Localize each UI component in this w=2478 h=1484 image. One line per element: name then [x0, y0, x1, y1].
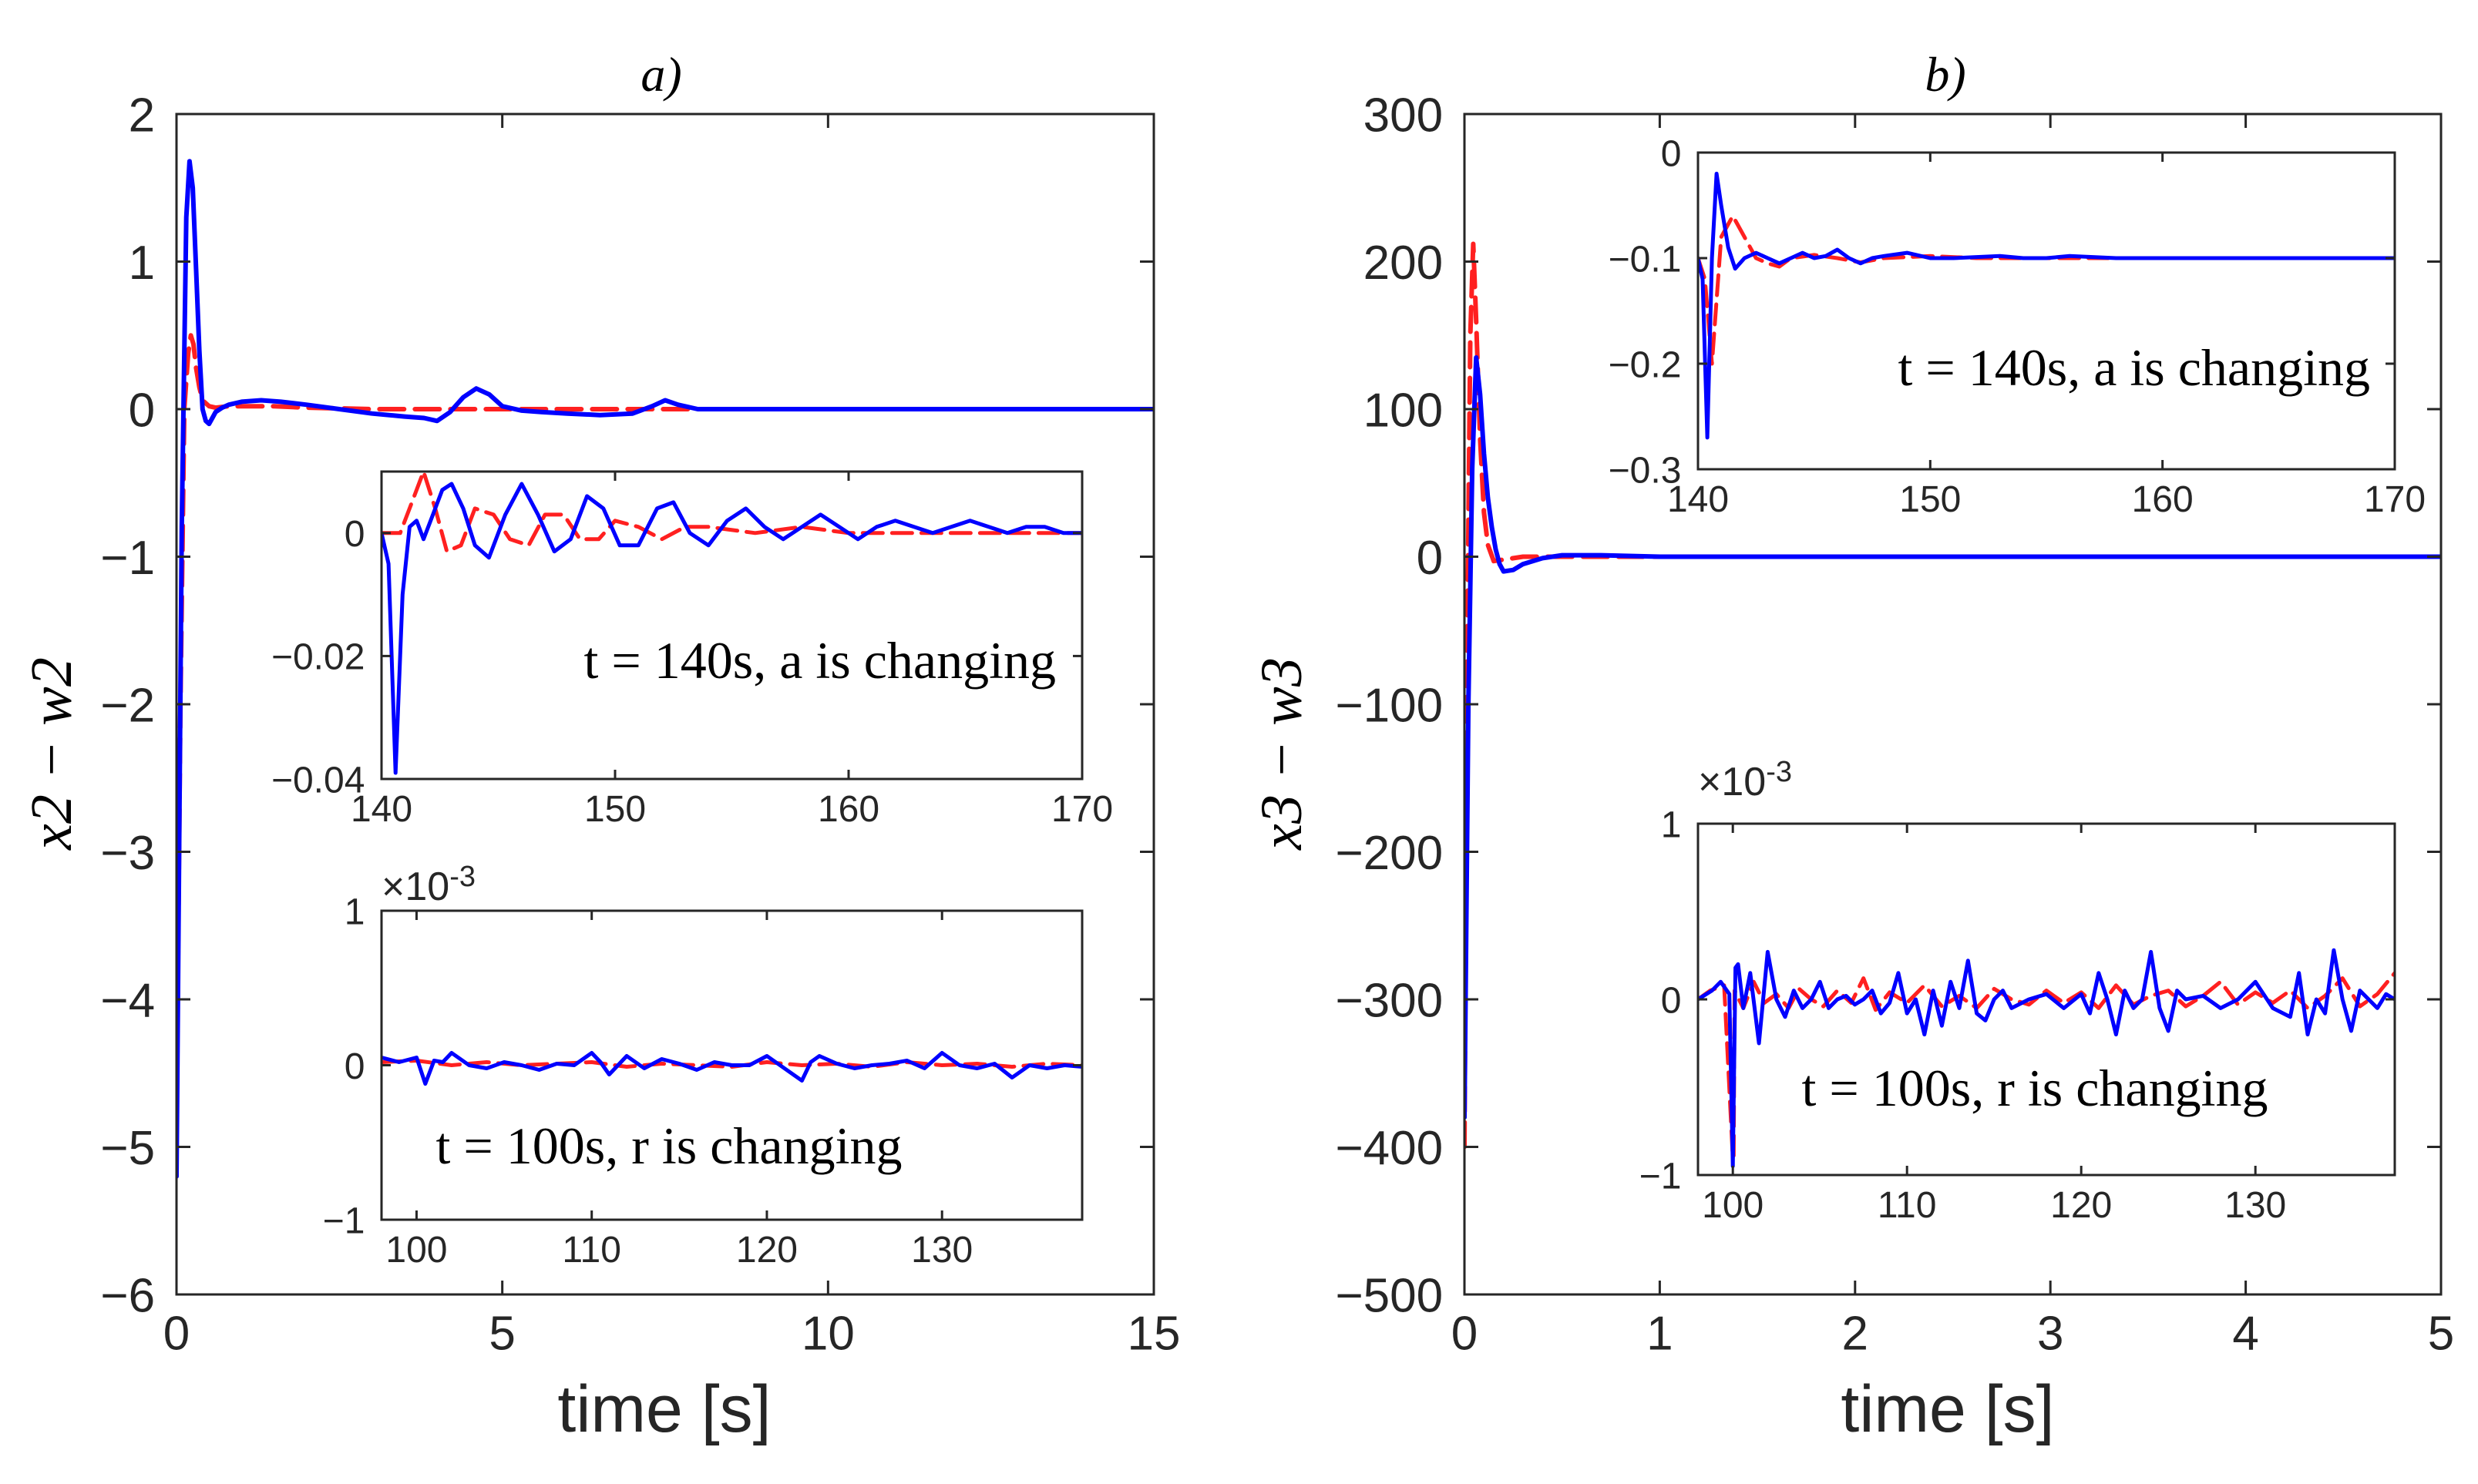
ytick-label-b: 0 [1417, 532, 1443, 585]
xtick-label-a: 15 [1128, 1307, 1181, 1360]
xtick-label-a-inset-1: 140 [351, 789, 412, 830]
ytick-label-a: −1 [100, 532, 155, 585]
ytick-label-b-inset-2: −1 [1639, 1156, 1682, 1197]
xtick-label-a-inset-1: 170 [1051, 789, 1113, 830]
xtick-label-a-inset-2: 100 [385, 1230, 447, 1271]
ytick-label-b-inset-1: −0.2 [1609, 344, 1682, 385]
ytick-label-b: −200 [1335, 827, 1443, 880]
ytick-label-a: 2 [129, 89, 155, 142]
xtick-label-a-inset-2: 130 [911, 1230, 973, 1271]
xtick-label-b-inset-1: 170 [2364, 479, 2426, 520]
plot-b-inset-2: 100 110 120 130 −1 0 1 [1639, 804, 2396, 1226]
panel-a-ylabel-text: x2 − w2 [19, 657, 84, 851]
ytick-label-a: −3 [100, 827, 155, 880]
ytick-label-b: −300 [1335, 974, 1443, 1027]
ytick-label-a: −2 [100, 679, 155, 732]
panel-b-xlabel: time [s] [1841, 1372, 2054, 1446]
ytick-label-b: 100 [1363, 384, 1443, 437]
xtick-label-a-inset-2: 120 [736, 1230, 798, 1271]
ytick-label-b: 200 [1363, 237, 1443, 290]
axes-frame-b-inset-1 [1696, 151, 2396, 471]
plot-area-b-inset-1 [1698, 153, 2395, 469]
ytick-label-b-inset-1: 0 [1661, 133, 1682, 174]
ytick-label-b: −100 [1335, 679, 1443, 732]
ytick-label-a-inset-2: 1 [345, 891, 365, 932]
xtick-label-b: 0 [1451, 1307, 1478, 1360]
xtick-label-b-inset-2: 130 [2224, 1185, 2286, 1226]
ytick-label-b-inset-2: 1 [1661, 804, 1682, 845]
xtick-label-b: 3 [2037, 1307, 2063, 1360]
plot-b-inset-1: 140 150 160 170 −0.3 −0.2 −0.1 0 [1609, 133, 2426, 520]
inset-b2-annotation: t = 100s, r is changing [1802, 1059, 2268, 1117]
inset-a2-exponent-base: ×10 [382, 865, 449, 909]
series-a-dashed [177, 333, 1154, 1120]
ytick-label-a-inset-2: 0 [345, 1046, 365, 1087]
inset-a2-exponent-power: -3 [449, 861, 476, 893]
xtick-label-a-inset-1: 160 [818, 789, 879, 830]
inset-a2-exponent: ×10-3 [382, 861, 476, 909]
plot-a-inset-1: 140 150 160 170 −0.04 −0.02 0 [271, 470, 1113, 830]
series-b-inset-2-solid [1698, 948, 2395, 1169]
inset-b2-exponent: ×10-3 [1698, 756, 1792, 804]
panel-a-ylabel: x2 − w2 [19, 657, 84, 851]
series-a-inset-2-solid [382, 1051, 1082, 1086]
series-a-inset-1-dashed [382, 472, 1082, 554]
ytick-label-b: −400 [1335, 1122, 1443, 1175]
inset-a2-annotation: t = 100s, r is changing [436, 1116, 903, 1175]
inset-a1-annotation: t = 140s, a is changing [584, 631, 1057, 690]
xtick-label-b-inset-1: 150 [1899, 479, 1961, 520]
xtick-label-b-inset-1: 160 [2132, 479, 2194, 520]
ytick-label-a: 1 [129, 237, 155, 290]
xtick-label-b-inset-2: 100 [1702, 1185, 1764, 1226]
ytick-label-b: 300 [1363, 89, 1443, 142]
panel-b-title: b) [1925, 47, 1965, 102]
plot-area-b-inset-2 [1698, 824, 2395, 1175]
axes-frame-a-inset-1 [380, 470, 1084, 781]
ytick-label-a: 0 [129, 384, 155, 437]
xtick-label-b: 5 [2428, 1307, 2454, 1360]
panel-a-xlabel: time [s] [557, 1372, 771, 1446]
panel-b-ylabel: x3 − w3 [1249, 657, 1314, 851]
xtick-label-a: 5 [489, 1307, 515, 1360]
ytick-label-a-inset-1: −0.04 [271, 760, 365, 801]
ytick-label-a-inset-1: 0 [345, 514, 365, 555]
xtick-label-a: 0 [163, 1307, 190, 1360]
xtick-label-a: 10 [802, 1307, 855, 1360]
ytick-label-b-inset-2: 0 [1661, 980, 1682, 1021]
ytick-label-a-inset-1: −0.02 [271, 637, 365, 678]
inset-b2-exponent-power: -3 [1766, 756, 1792, 788]
ytick-label-a-inset-2: −1 [323, 1200, 365, 1241]
series-a-inset-1-solid [382, 482, 1082, 775]
series-b-solid [1464, 355, 2441, 1120]
series-b-inset-1-solid [1698, 171, 2395, 440]
series-a-solid [177, 159, 1154, 1179]
ytick-label-b: −500 [1335, 1269, 1443, 1322]
plot-a-inset-2: 100 110 120 130 −1 0 1 [323, 891, 1084, 1271]
ytick-label-a: −4 [100, 974, 155, 1027]
inset-b2-exponent-base: ×10 [1698, 760, 1766, 804]
panel-a-title: a) [641, 47, 681, 102]
xtick-label-b: 4 [2232, 1307, 2258, 1360]
xtick-label-a-inset-1: 150 [584, 789, 646, 830]
xtick-label-b-inset-1: 140 [1667, 479, 1729, 520]
xtick-label-b-inset-2: 110 [1878, 1185, 1937, 1226]
ytick-label-a: −6 [100, 1269, 155, 1322]
ytick-label-b-inset-1: −0.3 [1609, 450, 1682, 491]
panel-b-ylabel-text: x3 − w3 [1249, 657, 1314, 851]
ytick-label-a: −5 [100, 1122, 155, 1175]
xtick-label-b: 1 [1646, 1307, 1673, 1360]
xtick-label-b-inset-2: 120 [2050, 1185, 2112, 1226]
xtick-label-b: 2 [1842, 1307, 1868, 1360]
inset-b1-annotation: t = 140s, a is changing [1898, 338, 2371, 397]
xtick-label-a-inset-2: 110 [562, 1230, 621, 1271]
ytick-label-b-inset-1: −0.1 [1609, 239, 1682, 280]
